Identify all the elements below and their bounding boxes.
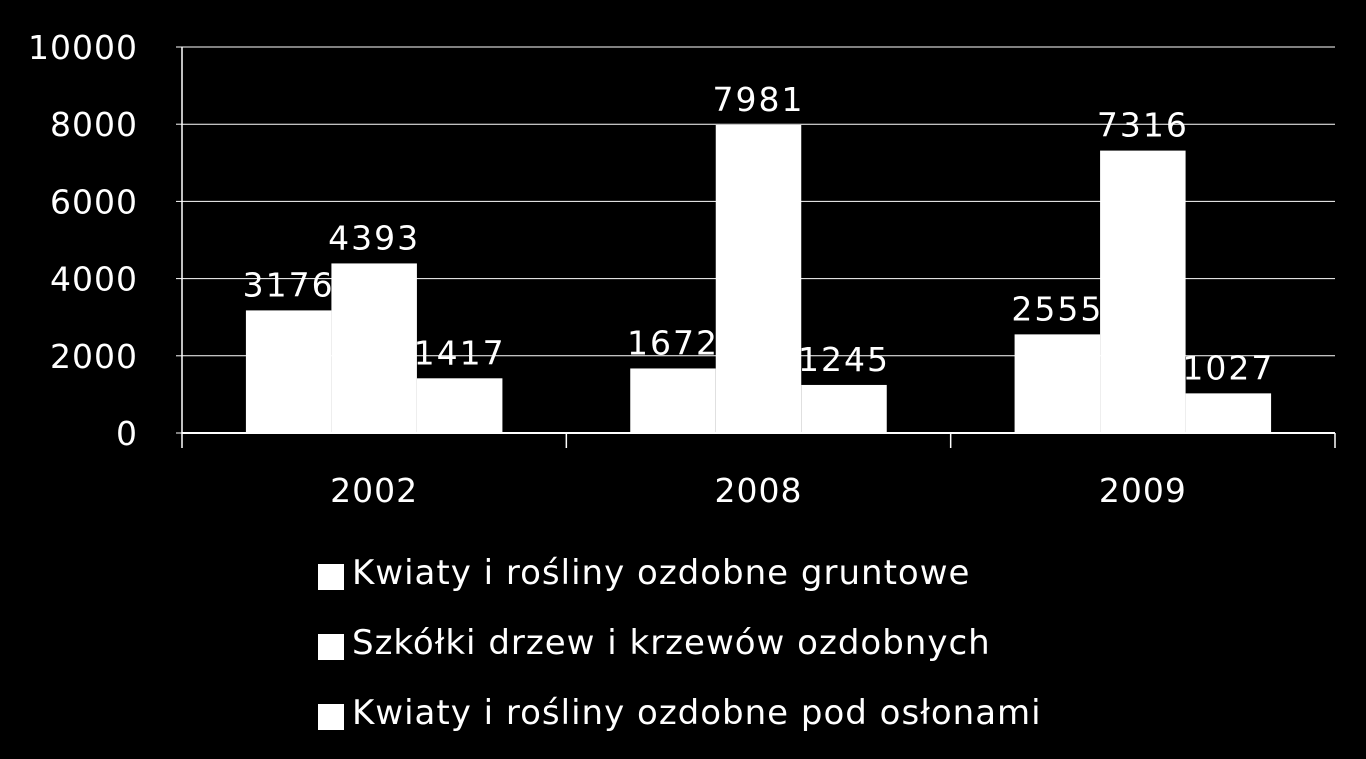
- bar-2002-series-2: [331, 263, 417, 433]
- x-axis-tick-labels: 2002 2008 2009: [330, 471, 1187, 510]
- y-tick-label-4000: 4000: [50, 260, 138, 299]
- axes: [181, 47, 1336, 448]
- legend: Kwiaty i rośliny ozdobne gruntowe Szkółk…: [318, 538, 1078, 748]
- data-labels: 3176 4393 1417 1672 7981 1245 2555 7316 1027: [243, 80, 1274, 387]
- y-tick-label-8000: 8000: [50, 105, 138, 144]
- legend-label-series-3: Kwiaty i rośliny ozdobne pod osłonami: [352, 693, 1042, 733]
- bar-2008-series-2: [715, 124, 802, 433]
- bar-2002-series-1: [245, 310, 332, 433]
- y-tick-label-2000: 2000: [50, 337, 138, 376]
- data-label-2009-series-2: 7316: [1097, 106, 1189, 145]
- bar-2008-series-3: [801, 384, 887, 433]
- legend-swatch-series-3: [318, 704, 344, 730]
- legend-swatch-series-1: [318, 564, 344, 590]
- y-tick-label-10000: 10000: [28, 28, 138, 67]
- y-tick-label-6000: 6000: [50, 182, 138, 221]
- x-tick-label-2008: 2008: [715, 471, 803, 510]
- data-label-2002-series-3: 1417: [414, 333, 506, 372]
- legend-label-series-1: Kwiaty i rośliny ozdobne gruntowe: [352, 553, 971, 593]
- data-label-2009-series-3: 1027: [1182, 348, 1274, 387]
- bar-2002-series-3: [416, 378, 503, 433]
- x-tick-label-2009: 2009: [1099, 471, 1187, 510]
- bars: [245, 124, 1272, 433]
- x-tick-label-2002: 2002: [330, 471, 418, 510]
- data-label-2008-series-1: 1672: [627, 323, 719, 362]
- data-label-2009-series-1: 2555: [1011, 289, 1103, 328]
- legend-swatch-series-2: [318, 634, 344, 660]
- bar-2009-series-2: [1100, 150, 1186, 433]
- legend-label-series-2: Szkółki drzew i krzewów ozdobnych: [352, 623, 991, 663]
- bar-chart: 0 2000 4000 6000 8000 10000 2002 2008 2009 3176…: [28, 28, 1336, 510]
- legend-item-series-1: Kwiaty i rośliny ozdobne gruntowe: [318, 538, 1078, 608]
- legend-item-series-3: Kwiaty i rośliny ozdobne pod osłonami: [318, 678, 1078, 748]
- y-axis-tick-labels: 0 2000 4000 6000 8000 10000: [28, 28, 182, 453]
- data-label-2002-series-2: 4393: [328, 218, 420, 257]
- data-label-2002-series-1: 3176: [243, 265, 335, 304]
- bar-2009-series-3: [1185, 393, 1272, 433]
- y-tick-label-0: 0: [116, 414, 138, 453]
- data-label-2008-series-3: 1245: [798, 340, 890, 379]
- bar-2008-series-1: [630, 368, 716, 433]
- legend-item-series-2: Szkółki drzew i krzewów ozdobnych: [318, 608, 1078, 678]
- bar-2009-series-1: [1014, 334, 1101, 433]
- data-label-2008-series-2: 7981: [713, 80, 805, 119]
